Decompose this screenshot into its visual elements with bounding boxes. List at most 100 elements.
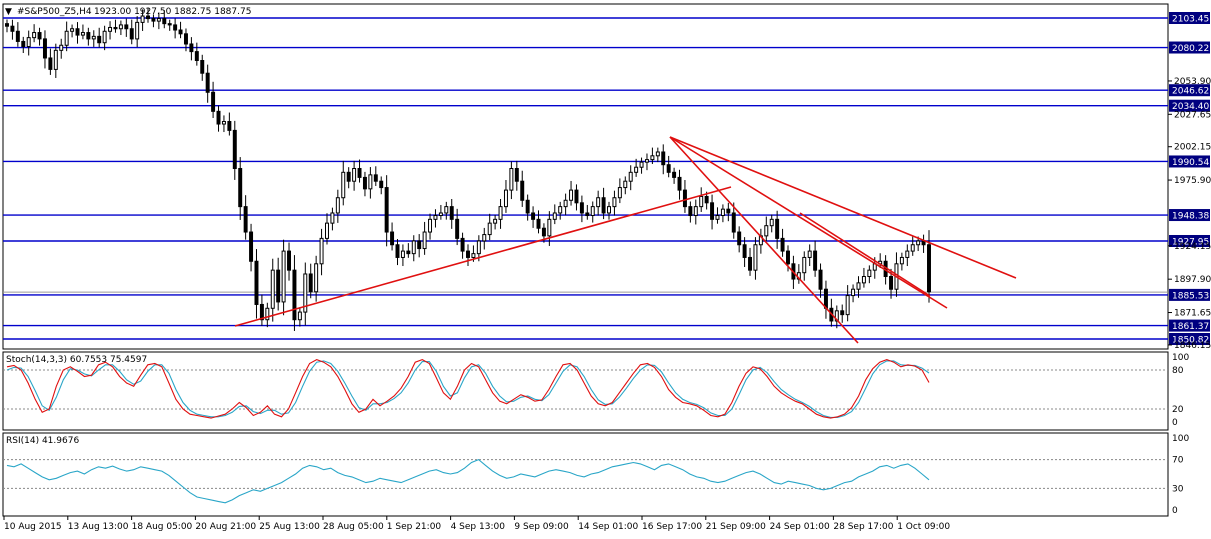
bull-candle-body (319, 237, 324, 265)
bear-candle-body (129, 28, 134, 40)
trend-line (669, 136, 1017, 279)
bull-candle-body (764, 225, 769, 237)
bull-candle-body (108, 26, 113, 32)
level-price-label: 2034.40 (1172, 102, 1209, 112)
price-axis-label: 2053.90 (1174, 77, 1211, 87)
bear-candle-body (167, 23, 172, 26)
level-price-label: 1850.82 (1172, 336, 1209, 346)
time-axis-label: 28 Sep 17:00 (833, 522, 893, 532)
bear-candle-body (346, 171, 351, 182)
bull-candle-body (856, 282, 861, 290)
bear-candle-body (536, 218, 541, 229)
price-axis-label: 2002.15 (1174, 143, 1211, 153)
rsi-pane-frame (2, 432, 1169, 517)
level-price-label: 2080.22 (1172, 44, 1209, 54)
bull-candle-body (422, 231, 427, 250)
rsi-axis-label: 100 (1172, 434, 1189, 444)
bull-candle-body (341, 171, 346, 199)
bear-candle-body (243, 206, 248, 233)
bull-candle-body (569, 189, 574, 201)
bull-candle-body (314, 263, 319, 293)
bear-candle-body (254, 260, 259, 305)
bear-candle-body (818, 269, 823, 290)
bear-candle-body (227, 120, 232, 131)
chart-ohlc-values: 1923.00 1927.50 1882.75 1887.75 (94, 7, 251, 17)
bear-candle-body (183, 33, 188, 45)
bull-candle-body (303, 273, 308, 313)
level-price-tag (1169, 99, 1210, 112)
level-price-tag (1169, 333, 1210, 345)
bear-candle-body (357, 168, 362, 178)
bear-candle-body (205, 72, 210, 93)
rsi-series-line-0 (6, 458, 930, 504)
bull-candle-body (503, 189, 508, 208)
bull-candle-body (118, 24, 123, 30)
bear-candle-body (823, 288, 828, 309)
bear-candle-body (406, 250, 411, 255)
level-price-label: 2103.45 (1172, 15, 1209, 25)
bear-candle-body (216, 110, 221, 125)
bear-candle-body (541, 227, 546, 237)
trend-line (669, 136, 948, 309)
bear-candle-body (146, 15, 150, 20)
bull-candle-body (59, 44, 64, 51)
time-axis-label: 1 Sep 21:00 (387, 522, 442, 532)
bear-candle-body (238, 168, 243, 208)
level-price-tag (1169, 155, 1210, 168)
bull-candle-body (221, 120, 226, 125)
level-price-tag (1169, 288, 1210, 301)
bear-candle-body (661, 151, 666, 166)
time-axis-label: 21 Sep 09:00 (706, 522, 766, 532)
bull-candle-body (270, 269, 275, 309)
bull-candle-body (498, 206, 503, 220)
bear-candle-body (455, 218, 460, 239)
bear-candle-body (390, 231, 395, 246)
bull-candle-body (715, 215, 720, 220)
bear-candle-body (211, 91, 216, 112)
bear-candle-body (21, 40, 26, 48)
bull-candle-body (325, 222, 329, 239)
bull-candle-body (916, 240, 921, 246)
price-axis-label: 1975.90 (1174, 176, 1211, 186)
bear-candle-body (249, 231, 254, 262)
time-axis-label: 28 Aug 05:00 (323, 522, 384, 532)
bear-candle-body (688, 206, 693, 217)
bull-candle-body (807, 250, 812, 258)
bull-candle-body (335, 197, 340, 214)
bull-candle-body (53, 49, 58, 70)
bull-candle-body (135, 21, 140, 40)
time-axis-label: 18 Aug 05:00 (132, 522, 193, 532)
bear-candle-body (585, 212, 590, 217)
bull-candle-body (899, 256, 904, 265)
bear-candle-body (379, 180, 384, 189)
bear-candle-body (395, 244, 400, 258)
bear-candle-body (232, 129, 237, 170)
bull-candle-body (102, 30, 107, 44)
bull-candle-body (910, 244, 915, 252)
bull-candle-body (91, 35, 96, 40)
bear-candle-body (460, 237, 465, 252)
time-axis-label: 4 Sep 13:00 (451, 522, 506, 532)
bull-candle-body (156, 18, 161, 22)
bull-candle-body (352, 168, 357, 182)
bull-candle-body (628, 171, 633, 182)
trend-line (799, 212, 931, 297)
time-axis-label: 25 Aug 13:00 (259, 522, 320, 532)
bull-candle-body (802, 256, 807, 274)
level-price-label: 2046.62 (1172, 87, 1209, 97)
bull-candle-body (634, 166, 639, 173)
bull-candle-body (433, 215, 438, 220)
dropdown-triangle-icon[interactable]: ▼ (5, 7, 12, 17)
bear-candle-body (42, 38, 47, 59)
bull-candle-body (26, 37, 31, 48)
price-axis-label: 1846.15 (1174, 341, 1211, 351)
bear-candle-body (666, 164, 671, 173)
bull-candle-body (607, 206, 611, 214)
bear-candle-body (308, 273, 313, 293)
bear-candle-body (525, 199, 530, 214)
chart-symbol-label: #S&P500_Z5,H4 (17, 7, 92, 17)
bear-candle-body (259, 303, 264, 321)
bear-candle-body (287, 250, 292, 271)
level-price-tag (1169, 209, 1210, 222)
bear-candle-body (726, 208, 731, 214)
